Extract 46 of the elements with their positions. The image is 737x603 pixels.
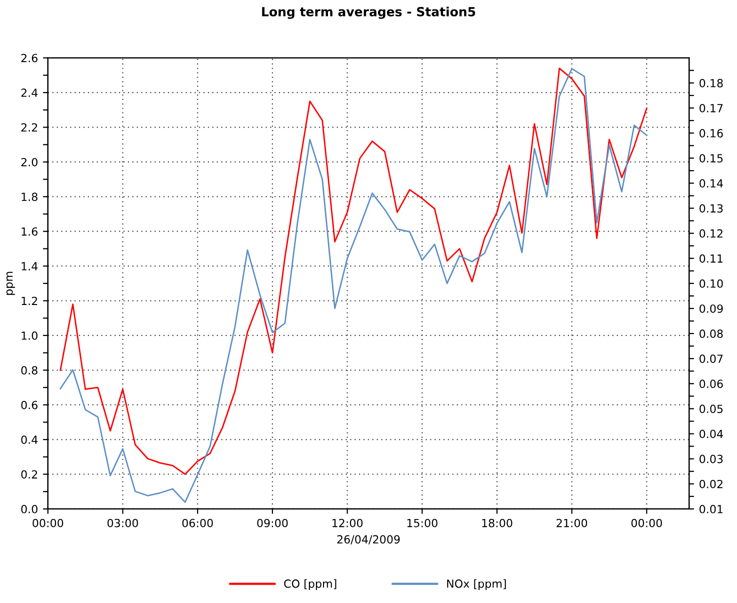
y-tick-label: 0.0 (21, 504, 38, 514)
y2-tick-label: 0.16 (700, 129, 723, 138)
y2-tick-label: 0.03 (700, 454, 723, 464)
y2-tick-label: 0.06 (700, 380, 723, 388)
y2-tick-label: 0.11 (700, 254, 723, 263)
x-tick-label: 09:00 (257, 518, 288, 528)
y-tick-label: 2.6 (21, 54, 38, 62)
y-tick-label: 0.4 (21, 436, 38, 444)
legend-label: NOx [ppm] (447, 579, 506, 590)
chart-title: Long term averages - Station5 (262, 6, 476, 19)
y2-tick-label: 0.04 (700, 430, 723, 438)
y-tick-label: 0.8 (21, 366, 38, 375)
x-tick-label: 03:00 (107, 518, 138, 528)
x-tick-label: 21:00 (556, 518, 588, 528)
x-tick-label: 18:00 (482, 518, 512, 528)
y2-tick-label: 0.18 (700, 78, 723, 88)
y2-tick-label: 0.17 (700, 104, 723, 112)
y2-tick-label: 0.02 (700, 480, 722, 488)
y-tick-label: 2.0 (21, 158, 38, 166)
y-tick-label: 1.4 (22, 262, 38, 270)
y-tick-label: 0.2 (21, 470, 38, 479)
y2-tick-label: 0.05 (700, 404, 723, 414)
y-tick-label: 2.2 (21, 123, 38, 132)
y2-tick-label: 0.10 (700, 279, 723, 288)
y2-tick-label: 0.13 (700, 204, 723, 213)
x-axis-title: 26/04/2009 (337, 535, 400, 544)
y2-tick-label: 0.15 (700, 154, 723, 162)
x-tick-label: 00:00 (32, 518, 64, 528)
x-tick-label: 15:00 (407, 518, 438, 528)
x-tick-label: 12:00 (332, 518, 363, 528)
y2-tick-label: 0.12 (700, 229, 722, 238)
y2-tick-label: 0.01 (700, 504, 723, 514)
y2-tick-label: 0.08 (700, 330, 723, 338)
y-tick-label: 1.2 (22, 296, 38, 305)
y2-tick-label: 0.09 (700, 304, 723, 313)
y-tick-label: 0.6 (21, 400, 38, 410)
y-tick-label: 2.4 (21, 88, 38, 97)
y-tick-label: 1.0 (22, 331, 38, 340)
legend-label: CO [ppm] (284, 579, 336, 590)
y2-tick-label: 0.14 (700, 179, 723, 188)
y-axis-title: ppm (6, 272, 15, 295)
y-tick-label: 1.8 (22, 192, 38, 202)
x-tick-label: 00:00 (631, 518, 662, 528)
y2-tick-label: 0.07 (700, 354, 723, 363)
y-tick-label: 1.6 (22, 227, 38, 236)
x-tick-label: 06:00 (182, 518, 213, 528)
